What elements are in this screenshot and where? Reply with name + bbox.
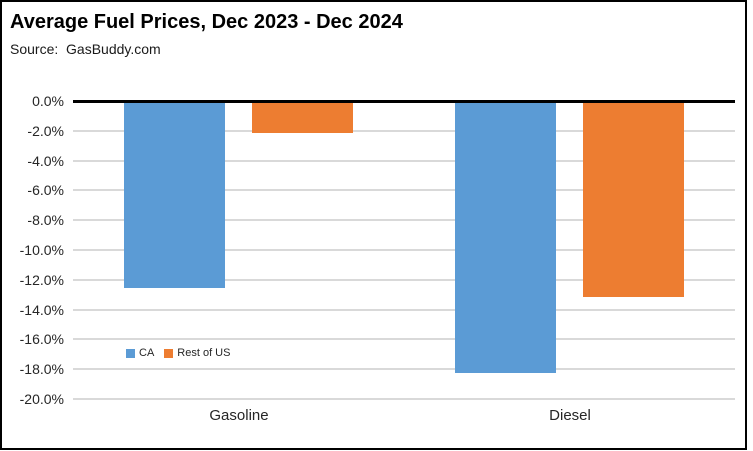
legend-swatch-icon <box>164 348 174 358</box>
y-tick-label: -6.0% <box>27 182 64 199</box>
y-tick-label: -18.0% <box>19 361 64 378</box>
gridline <box>73 249 735 251</box>
y-tick-label: -12.0% <box>19 271 64 288</box>
bar-ca-gasoline <box>124 102 225 288</box>
legend-entry-ca: CA <box>126 347 154 359</box>
gridline <box>73 338 735 341</box>
y-tick-label: -20.0% <box>19 391 64 407</box>
gridline <box>73 398 735 400</box>
gridline <box>73 129 735 132</box>
y-tick-label: -10.0% <box>19 242 64 258</box>
legend: CA Rest of US <box>126 347 230 359</box>
zero-axis-line <box>73 100 735 103</box>
bar-ca-diesel <box>455 102 556 373</box>
chart-title: Average Fuel Prices, Dec 2023 - Dec 2024 <box>10 11 403 33</box>
y-tick-label: -14.0% <box>19 301 64 318</box>
y-tick-label: -8.0% <box>27 212 64 229</box>
gridline <box>73 219 735 222</box>
bar-rest-of-us-gasoline <box>252 102 353 133</box>
y-tick-label: -4.0% <box>27 152 64 169</box>
legend-label: Rest of US <box>177 347 231 359</box>
legend-entry-rest-of-us: Rest of US <box>164 347 230 359</box>
bar-rest-of-us-diesel <box>583 102 684 297</box>
chart-source: Source: GasBuddy.com <box>10 41 161 57</box>
legend-label: CA <box>139 347 155 359</box>
y-tick-label: -16.0% <box>19 331 64 348</box>
y-tick-label: 0.0% <box>32 93 64 109</box>
legend-swatch-icon <box>126 348 135 358</box>
category-label-diesel: Diesel <box>549 407 591 424</box>
gridline <box>73 278 735 281</box>
gridline <box>73 189 735 192</box>
gridline <box>73 308 735 311</box>
y-tick-label: -2.0% <box>27 122 64 139</box>
plot-area <box>73 100 735 400</box>
gridline <box>73 368 735 371</box>
gridline <box>73 159 735 162</box>
category-label-gasoline: Gasoline <box>209 407 269 424</box>
